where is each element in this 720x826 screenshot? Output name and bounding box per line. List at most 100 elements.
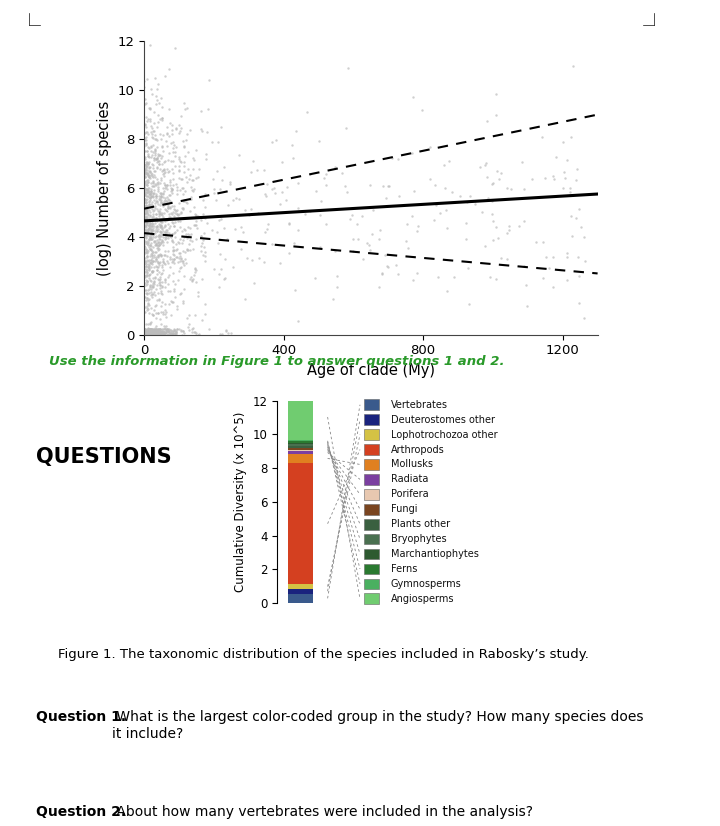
Point: [495, 166, 507, 179]
Point: [150, 323, 162, 336]
Point: [352, 233, 364, 246]
Point: [147, 325, 158, 338]
Point: [178, 230, 189, 244]
Point: [158, 327, 170, 340]
Point: [169, 225, 181, 239]
Point: [190, 218, 202, 231]
Point: [166, 235, 177, 248]
Point: [251, 164, 263, 177]
Point: [392, 152, 404, 165]
Point: [138, 324, 150, 337]
Point: [178, 194, 189, 207]
Point: [153, 326, 165, 339]
Point: [145, 220, 157, 233]
Point: [164, 194, 176, 207]
Point: [140, 225, 152, 238]
Point: [143, 190, 154, 203]
Text: Fungi: Fungi: [391, 504, 418, 515]
Point: [221, 233, 233, 246]
Point: [143, 156, 155, 169]
Point: [258, 164, 269, 177]
Point: [171, 325, 182, 339]
Point: [160, 220, 171, 233]
Point: [140, 206, 151, 220]
Point: [144, 323, 156, 336]
Point: [214, 328, 225, 341]
Point: [143, 244, 154, 258]
Point: [140, 327, 151, 340]
Point: [155, 186, 166, 199]
Point: [166, 183, 178, 196]
Point: [189, 325, 200, 339]
Point: [186, 183, 198, 197]
Point: [147, 217, 158, 230]
Point: [148, 186, 160, 199]
Point: [140, 257, 151, 270]
Point: [166, 255, 177, 268]
Point: [154, 248, 166, 261]
Point: [184, 309, 195, 322]
Point: [218, 221, 230, 235]
Point: [140, 325, 151, 338]
Text: Plants other: Plants other: [391, 520, 450, 529]
Point: [151, 293, 163, 306]
Point: [177, 244, 189, 257]
Point: [145, 232, 156, 245]
Point: [140, 259, 151, 273]
Point: [160, 194, 171, 207]
Point: [153, 197, 164, 211]
Point: [168, 325, 179, 338]
Point: [145, 260, 156, 273]
Point: [187, 173, 199, 187]
Point: [141, 327, 153, 340]
Point: [171, 140, 182, 154]
Point: [140, 229, 152, 242]
Point: [156, 248, 167, 261]
Point: [148, 304, 160, 317]
Point: [463, 297, 474, 311]
Point: [166, 324, 177, 337]
Point: [156, 328, 167, 341]
Point: [150, 178, 161, 191]
Point: [230, 191, 242, 204]
Point: [140, 93, 151, 106]
Point: [142, 178, 153, 192]
Point: [329, 244, 341, 257]
Point: [156, 216, 168, 229]
Point: [174, 126, 185, 140]
Point: [158, 325, 169, 338]
Point: [145, 140, 157, 154]
Point: [148, 169, 160, 182]
Point: [179, 253, 191, 266]
Point: [167, 141, 179, 154]
Point: [166, 328, 178, 341]
Point: [141, 269, 153, 282]
Point: [343, 62, 354, 75]
Point: [145, 274, 157, 287]
Point: [141, 159, 153, 173]
Text: Question 2.: Question 2.: [36, 805, 126, 819]
Point: [487, 215, 499, 228]
Point: [152, 323, 163, 336]
Point: [176, 225, 187, 238]
Point: [150, 298, 162, 311]
Point: [176, 236, 188, 249]
Point: [171, 208, 183, 221]
Point: [474, 161, 486, 174]
Point: [140, 324, 152, 337]
Point: [148, 188, 159, 201]
Point: [154, 322, 166, 335]
Point: [142, 325, 153, 338]
Point: [153, 230, 165, 244]
Point: [154, 112, 166, 126]
Point: [151, 83, 163, 96]
Point: [288, 236, 300, 249]
Point: [191, 263, 202, 277]
Point: [140, 118, 151, 131]
Point: [153, 326, 164, 339]
Point: [140, 328, 152, 341]
Point: [142, 324, 153, 337]
Point: [163, 130, 174, 143]
Point: [143, 147, 154, 160]
Point: [139, 164, 150, 177]
